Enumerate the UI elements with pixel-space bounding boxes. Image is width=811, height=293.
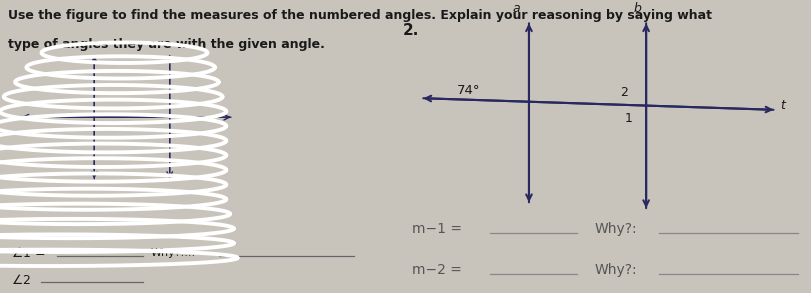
Text: $\angle$1 =: $\angle$1 = (11, 246, 45, 260)
Text: Why?:...: Why?:... (151, 248, 196, 258)
Text: m−2 =: m−2 = (412, 263, 461, 277)
Text: 74°: 74° (457, 84, 480, 96)
Text: Why?:: Why?: (594, 222, 637, 236)
Text: $\angle$2: $\angle$2 (11, 273, 31, 287)
Text: t: t (781, 99, 786, 112)
Text: b: b (633, 2, 642, 15)
Text: type of angles they are with the given angle.: type of angles they are with the given a… (7, 38, 324, 51)
Text: Use the figure to find the measures of the numbered angles. Explain your reasoni: Use the figure to find the measures of t… (7, 9, 711, 22)
Text: m−1 =: m−1 = (412, 222, 461, 236)
Text: Why?:: Why?: (594, 263, 637, 277)
Text: 1: 1 (624, 112, 633, 125)
Text: a: a (512, 2, 520, 15)
Text: 2.: 2. (403, 23, 419, 38)
Text: 2: 2 (620, 86, 629, 99)
